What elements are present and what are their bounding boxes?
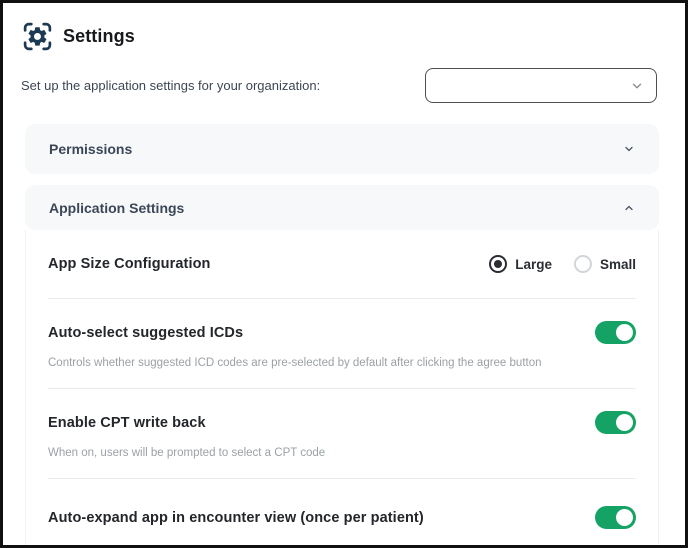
auto-expand-toggle[interactable] xyxy=(595,506,636,529)
auto-select-icds-toggle[interactable] xyxy=(595,321,636,344)
auto-expand-label: Auto-expand app in encounter view (once … xyxy=(48,509,424,526)
auto-select-icds-description: Controls whether suggested ICD codes are… xyxy=(48,357,542,369)
scan-gear-icon xyxy=(21,20,54,53)
setting-row-cpt-write-back: Enable CPT write back When on, users wil… xyxy=(48,389,636,478)
radio-small-circle[interactable] xyxy=(573,255,592,273)
app-size-label: App Size Configuration xyxy=(48,256,211,272)
setting-row-auto-select-icds: Auto-select suggested ICDs Controls whet… xyxy=(48,299,636,388)
cpt-write-back-description: When on, users will be prompted to selec… xyxy=(48,447,326,459)
application-settings-body: App Size Configuration Large Small xyxy=(25,230,659,545)
page-header: Settings xyxy=(21,20,669,53)
auto-select-icds-label: Auto-select suggested ICDs xyxy=(48,324,244,341)
setting-row-auto-expand: Auto-expand app in encounter view (once … xyxy=(48,479,636,529)
radio-small-label: Small xyxy=(599,256,636,272)
organization-select[interactable] xyxy=(425,68,657,103)
chevron-up-icon[interactable] xyxy=(623,202,635,214)
toggle-knob xyxy=(616,324,633,341)
app-size-radio-group: Large Small xyxy=(489,255,636,273)
intro-label: Set up the application settings for your… xyxy=(21,78,321,93)
accordion-permissions[interactable]: Permissions xyxy=(25,124,659,174)
accordion-application-settings-label: Application Settings xyxy=(49,199,185,216)
setting-row-app-size: App Size Configuration Large Small xyxy=(48,230,636,298)
divider xyxy=(48,388,636,389)
accordion-permissions-label: Permissions xyxy=(49,141,133,157)
radio-large-label: Large xyxy=(515,256,552,272)
cpt-write-back-label: Enable CPT write back xyxy=(48,414,206,431)
chevron-down-icon xyxy=(630,79,644,93)
accordion-application-settings[interactable]: Application Settings xyxy=(25,185,659,230)
cpt-write-back-toggle[interactable] xyxy=(595,411,636,434)
radio-large[interactable]: Large xyxy=(489,255,552,273)
radio-small[interactable]: Small xyxy=(573,255,636,273)
divider xyxy=(48,298,636,299)
divider xyxy=(48,478,636,479)
radio-large-circle[interactable] xyxy=(489,255,508,273)
page-title: Settings xyxy=(63,26,135,46)
toggle-knob xyxy=(616,414,633,431)
chevron-down-icon[interactable] xyxy=(623,143,635,155)
toggle-knob xyxy=(616,509,633,526)
